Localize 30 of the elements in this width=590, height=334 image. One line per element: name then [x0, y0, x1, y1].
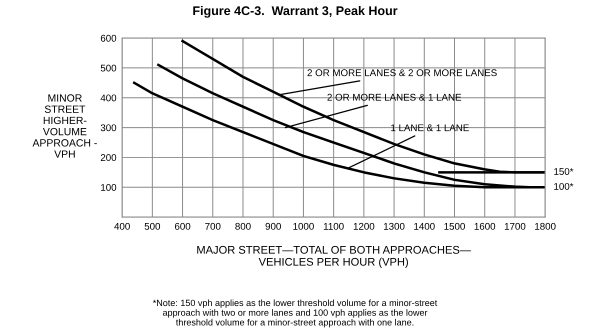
x-tick-label: 1000 [293, 222, 314, 230]
y-tick-label: 400 [100, 94, 116, 102]
annotation: 1 LANE & 1 LANE [391, 124, 469, 132]
text: *Note: 150 vph applies as the lower threshold volume for a minor-street approach with two or more lanes and 100 vph applies as the lower threshold volume for a minor-street approach with one lane. [152, 299, 438, 328]
y-tick-label: 300 [100, 124, 116, 132]
y-tick-label: 600 [100, 34, 116, 42]
x-tick-label: 1300 [384, 222, 405, 230]
chart-title: Figure 4C-3. Warrant 3, Peak Hour [193, 6, 398, 18]
x-tick-label: 1700 [504, 222, 526, 230]
annotation: 2 OR MORE LANES & 2 OR MORE LANES [308, 69, 497, 76]
x-axis-title: MAJOR STREET—TOTAL OF BOTH APPROACHES— VEHICLES PER HOUR (VPH) [197, 246, 471, 268]
x-tick-label: 1100 [324, 222, 344, 230]
x-tick-label: 400 [114, 222, 130, 230]
y-tick-label: 100 [101, 184, 116, 191]
x-tick-label: 1800 [535, 222, 556, 230]
x-tick-label: 900 [266, 222, 281, 230]
annotation: 100* [554, 182, 574, 190]
x-tick-label: 1200 [354, 222, 374, 230]
y-tick-label: 200 [100, 154, 116, 162]
y-tick-label: 500 [100, 64, 116, 72]
x-tick-label: 800 [235, 222, 251, 230]
annotation: 150* [554, 168, 574, 175]
x-tick-label: 500 [144, 222, 160, 230]
x-tick-label: 700 [205, 222, 221, 230]
x-tick-label: 600 [174, 222, 190, 230]
x-tick-label: 1500 [444, 222, 465, 230]
x-tick-label: 1400 [414, 222, 435, 230]
annotation: 2 OR MORE LANES & 1 LANE [327, 94, 462, 101]
y-axis-title: MINOR STREET HIGHER- VOLUME APPROACH - VPH [32, 94, 97, 158]
x-tick-label: 1600 [474, 222, 496, 230]
